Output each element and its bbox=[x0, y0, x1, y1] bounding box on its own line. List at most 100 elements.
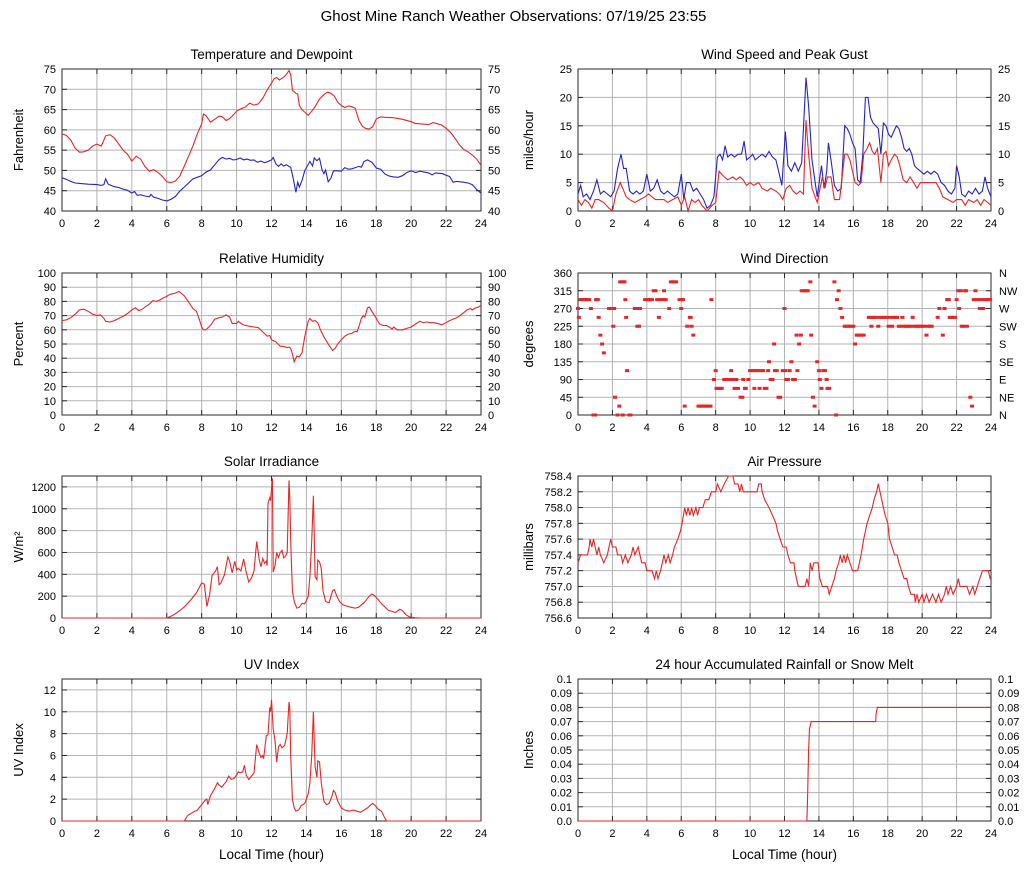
svg-text:0.02: 0.02 bbox=[998, 788, 1019, 800]
svg-text:10: 10 bbox=[44, 396, 56, 408]
svg-text:25: 25 bbox=[560, 64, 572, 76]
svg-text:0: 0 bbox=[566, 206, 572, 218]
solar-plot: 0 2 4 6 8 10 12 14 16 18 20 22 240200400600800100012… bbox=[11, 475, 487, 637]
svg-text:16: 16 bbox=[847, 828, 859, 840]
svg-text:12: 12 bbox=[778, 828, 790, 840]
svg-text:315: 315 bbox=[554, 286, 572, 298]
svg-text:14: 14 bbox=[300, 828, 312, 840]
svg-text:70: 70 bbox=[488, 84, 500, 96]
svg-text:8: 8 bbox=[713, 625, 719, 637]
svg-text:6: 6 bbox=[678, 218, 684, 230]
svg-text:degrees: degrees bbox=[521, 320, 536, 367]
chart-wind-direction: Wind Direction 0 2 4 6 8 10 12 14 16 18 20 22 24 0 45 9… bbox=[520, 250, 1025, 441]
svg-text:4: 4 bbox=[129, 218, 135, 230]
svg-text:757.6: 757.6 bbox=[544, 534, 572, 546]
svg-text:0.01: 0.01 bbox=[551, 802, 572, 814]
svg-text:miles/hour: miles/hour bbox=[521, 109, 536, 170]
chart-title-solar: Solar Irradiance bbox=[223, 454, 320, 469]
svg-text:15: 15 bbox=[560, 121, 572, 133]
chart-uv-index: UV Index 0 2 4 6 8 10 12 14 16 18 20 22 24 0 2 4 6 8 10 12 U… bbox=[10, 656, 515, 862]
svg-text:12: 12 bbox=[44, 685, 56, 697]
svg-text:0.1: 0.1 bbox=[998, 674, 1013, 686]
svg-text:0.1: 0.1 bbox=[557, 674, 572, 686]
svg-text:6: 6 bbox=[164, 218, 170, 230]
rainfall-plot: 0 2 4 6 8 10 12 14 16 18 20 22 240.0 0.00.01 0.010.02 0… bbox=[521, 674, 1019, 840]
svg-text:0: 0 bbox=[488, 410, 494, 422]
svg-text:14: 14 bbox=[813, 828, 825, 840]
svg-text:Fahrenheit: Fahrenheit bbox=[11, 109, 26, 172]
svg-text:1000: 1000 bbox=[32, 504, 56, 516]
svg-text:90: 90 bbox=[560, 375, 572, 387]
svg-text:20: 20 bbox=[488, 382, 500, 394]
svg-text:25: 25 bbox=[998, 64, 1010, 76]
svg-text:90: 90 bbox=[488, 282, 500, 294]
chart-rainfall: 24 hour Accumulated Rainfall or Snow Mel… bbox=[520, 656, 1025, 862]
svg-text:757.4: 757.4 bbox=[544, 550, 572, 562]
svg-text:600: 600 bbox=[38, 547, 56, 559]
svg-text:756.6: 756.6 bbox=[544, 613, 572, 625]
svg-text:14: 14 bbox=[300, 218, 312, 230]
svg-text:0: 0 bbox=[50, 410, 56, 422]
svg-text:22: 22 bbox=[440, 422, 452, 434]
svg-text:0.08: 0.08 bbox=[998, 702, 1019, 714]
svg-text:80: 80 bbox=[488, 296, 500, 308]
svg-text:6: 6 bbox=[164, 828, 170, 840]
svg-text:2: 2 bbox=[609, 422, 615, 434]
svg-text:4: 4 bbox=[644, 625, 650, 637]
svg-text:40: 40 bbox=[488, 353, 500, 365]
svg-text:10: 10 bbox=[230, 422, 242, 434]
svg-text:10: 10 bbox=[560, 149, 572, 161]
svg-text:1200: 1200 bbox=[32, 482, 56, 494]
svg-text:12: 12 bbox=[778, 218, 790, 230]
chart-title-wind: Wind Speed and Peak Gust bbox=[701, 47, 868, 62]
svg-text:4: 4 bbox=[644, 422, 650, 434]
svg-text:2: 2 bbox=[94, 828, 100, 840]
svg-text:0.05: 0.05 bbox=[551, 745, 572, 757]
svg-text:18: 18 bbox=[882, 828, 894, 840]
svg-text:0.05: 0.05 bbox=[998, 745, 1019, 757]
svg-text:55: 55 bbox=[488, 145, 500, 157]
svg-text:757.8: 757.8 bbox=[544, 518, 572, 530]
svg-text:8: 8 bbox=[199, 828, 205, 840]
svg-text:22: 22 bbox=[440, 625, 452, 637]
svg-text:70: 70 bbox=[488, 311, 500, 323]
svg-text:16: 16 bbox=[335, 218, 347, 230]
svg-text:22: 22 bbox=[440, 828, 452, 840]
svg-text:50: 50 bbox=[44, 165, 56, 177]
svg-text:0.06: 0.06 bbox=[998, 731, 1019, 743]
svg-text:12: 12 bbox=[265, 625, 277, 637]
svg-text:10: 10 bbox=[44, 707, 56, 719]
svg-text:10: 10 bbox=[744, 828, 756, 840]
svg-text:18: 18 bbox=[370, 828, 382, 840]
svg-text:75: 75 bbox=[44, 64, 56, 76]
svg-text:24: 24 bbox=[475, 422, 487, 434]
chart-title-rain: 24 hour Accumulated Rainfall or Snow Mel… bbox=[655, 657, 914, 672]
svg-text:4: 4 bbox=[644, 218, 650, 230]
svg-text:756.8: 756.8 bbox=[544, 597, 572, 609]
svg-text:W: W bbox=[999, 304, 1010, 316]
chart-wind-speed-gust: Wind Speed and Peak Gust 0 2 4 6 8 10 12 14 16 18… bbox=[520, 46, 1025, 237]
svg-text:45: 45 bbox=[560, 392, 572, 404]
svg-text:100: 100 bbox=[38, 268, 56, 280]
svg-text:22: 22 bbox=[950, 828, 962, 840]
svg-text:0: 0 bbox=[59, 422, 65, 434]
svg-text:10: 10 bbox=[230, 625, 242, 637]
svg-text:16: 16 bbox=[847, 218, 859, 230]
svg-text:10: 10 bbox=[230, 828, 242, 840]
svg-text:14: 14 bbox=[300, 422, 312, 434]
svg-text:0: 0 bbox=[575, 828, 581, 840]
chart-title-winddir: Wind Direction bbox=[740, 251, 829, 266]
svg-text:225: 225 bbox=[554, 321, 572, 333]
svg-text:0: 0 bbox=[575, 422, 581, 434]
svg-text:12: 12 bbox=[265, 218, 277, 230]
svg-text:360: 360 bbox=[554, 268, 572, 280]
svg-text:20: 20 bbox=[405, 625, 417, 637]
svg-text:20: 20 bbox=[916, 218, 928, 230]
svg-text:270: 270 bbox=[554, 304, 572, 316]
svg-text:SW: SW bbox=[999, 321, 1017, 333]
svg-text:12: 12 bbox=[265, 828, 277, 840]
svg-text:90: 90 bbox=[44, 282, 56, 294]
svg-text:0.07: 0.07 bbox=[998, 717, 1019, 729]
